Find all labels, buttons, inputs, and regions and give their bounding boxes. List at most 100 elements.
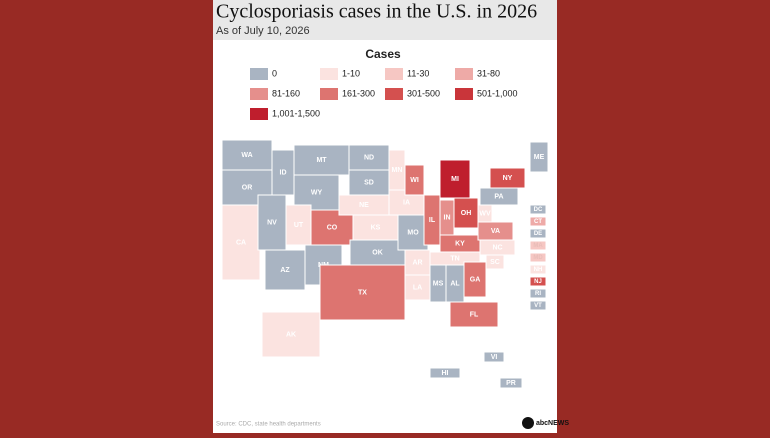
state xyxy=(499,377,523,389)
legend-swatch xyxy=(320,68,338,80)
state-label: ID xyxy=(280,169,287,176)
state-label: MA xyxy=(533,243,543,249)
state xyxy=(529,300,547,311)
legend-swatch xyxy=(250,88,268,100)
state-label: DC xyxy=(534,207,543,213)
header xyxy=(213,0,557,40)
legend-swatch xyxy=(385,88,403,100)
state-label: IN xyxy=(444,214,451,221)
state-label: GA xyxy=(470,276,481,283)
state xyxy=(285,204,312,246)
legend-label: 301-500 xyxy=(407,88,440,98)
state xyxy=(529,204,547,215)
state-label: OR xyxy=(242,184,253,191)
legend-swatch xyxy=(385,68,403,80)
state-label: FL xyxy=(470,311,479,318)
state-label: NE xyxy=(359,202,369,209)
state xyxy=(404,164,425,196)
state xyxy=(439,159,471,199)
legend-swatch xyxy=(250,68,268,80)
state-label: ND xyxy=(364,154,374,161)
state-label: PA xyxy=(494,193,503,200)
state xyxy=(529,141,549,173)
state-label: IA xyxy=(403,199,410,206)
state-label: AZ xyxy=(280,267,290,274)
state xyxy=(529,228,547,239)
state-label: MS xyxy=(433,280,444,287)
state xyxy=(264,249,306,291)
legend-label: 0 xyxy=(272,68,277,78)
state xyxy=(404,274,431,301)
state xyxy=(319,264,406,321)
state-label: MI xyxy=(451,176,459,183)
legend-label: 161-300 xyxy=(342,88,375,98)
state xyxy=(453,197,479,229)
state xyxy=(463,261,487,298)
legend-label: 501-1,000 xyxy=(477,88,518,98)
state-label: CT xyxy=(534,219,542,225)
state-label: ME xyxy=(534,154,545,161)
state-label: AL xyxy=(450,280,460,287)
state xyxy=(349,239,406,266)
state-label: RI xyxy=(535,291,541,297)
state-label: AK xyxy=(286,331,296,338)
state xyxy=(449,301,499,328)
state-label: DE xyxy=(534,231,542,237)
state xyxy=(310,209,354,246)
state-label: CA xyxy=(236,239,246,246)
state xyxy=(529,288,547,299)
state-label: WY xyxy=(311,189,323,196)
state xyxy=(352,214,399,241)
logo: abcNEWS xyxy=(536,420,569,427)
state-label: WA xyxy=(241,152,252,159)
state xyxy=(404,249,431,276)
state-label: SC xyxy=(490,259,500,266)
state xyxy=(429,367,461,379)
state-label: MO xyxy=(407,229,419,236)
legend-label: 81-160 xyxy=(272,88,300,98)
state xyxy=(261,311,321,358)
logo-mark xyxy=(522,417,534,429)
state xyxy=(489,167,526,189)
subtitle: As of July 10, 2026 xyxy=(216,25,310,37)
state-label: PR xyxy=(506,380,516,387)
state-label: VI xyxy=(491,354,498,361)
state-label: IL xyxy=(429,217,436,224)
state-label: OH xyxy=(461,210,472,217)
legend-title: Cases xyxy=(365,47,401,61)
state-label: VA xyxy=(491,228,500,235)
state-label: WV xyxy=(479,210,491,217)
state xyxy=(477,221,514,241)
title: Cyclosporiasis cases in the U.S. in 2026 xyxy=(216,1,537,23)
state-label: NY xyxy=(503,175,513,182)
state-label: TX xyxy=(358,289,367,296)
state-label: NH xyxy=(534,267,543,273)
state xyxy=(529,264,547,275)
state-label: UT xyxy=(294,222,304,229)
legend-label: 31-80 xyxy=(477,68,500,78)
state-label: KS xyxy=(371,224,381,231)
state-label: MN xyxy=(392,167,403,174)
state-label: OK xyxy=(372,249,383,256)
legend-label: 1,001-1,500 xyxy=(272,108,320,118)
state-label: AR xyxy=(412,259,422,266)
legend-swatch xyxy=(455,88,473,100)
state xyxy=(348,169,390,196)
state xyxy=(529,276,547,287)
state xyxy=(529,240,547,251)
legend-swatch xyxy=(250,108,268,120)
state-label: LA xyxy=(413,284,422,291)
state-label: WI xyxy=(410,177,419,184)
state xyxy=(529,216,547,227)
state-label: SD xyxy=(364,179,374,186)
state-label: NV xyxy=(267,219,277,226)
state-label: CO xyxy=(327,224,338,231)
legend-label: 11-30 xyxy=(407,68,429,78)
state-label: NJ xyxy=(534,279,542,285)
state-label: KY xyxy=(455,240,465,247)
state-label: VT xyxy=(534,303,542,309)
legend-label: 1-10 xyxy=(342,68,360,78)
legend-swatch xyxy=(455,68,473,80)
state xyxy=(483,351,505,363)
